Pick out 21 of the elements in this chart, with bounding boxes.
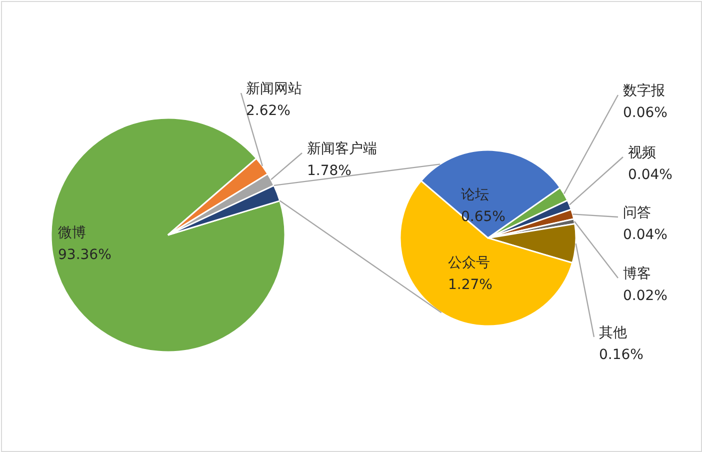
slice-label: 问答 bbox=[623, 205, 651, 221]
data-label: 0.65% bbox=[461, 209, 506, 225]
data-label: 0.04% bbox=[628, 167, 672, 183]
data-label: 1.78% bbox=[307, 163, 352, 179]
data-label: 2.62% bbox=[246, 103, 290, 119]
slice-label: 论坛 bbox=[461, 187, 489, 203]
data-label: 1.27% bbox=[448, 277, 492, 293]
slice-label: 新闻网站 bbox=[246, 81, 302, 97]
slice-label: 新闻客户端 bbox=[307, 141, 377, 157]
data-label: 0.02% bbox=[623, 288, 668, 304]
slice-label: 视频 bbox=[628, 145, 656, 161]
data-label: 93.36% bbox=[58, 247, 112, 263]
slice-label: 其他 bbox=[599, 325, 627, 341]
pie-slice bbox=[50, 117, 286, 353]
slice-label: 博客 bbox=[623, 266, 651, 282]
slice-label: 微博 bbox=[58, 225, 86, 241]
data-label: 0.06% bbox=[623, 105, 668, 121]
data-label: 0.04% bbox=[623, 227, 668, 243]
slice-label: 数字报 bbox=[623, 83, 665, 99]
data-label: 0.16% bbox=[599, 347, 644, 363]
slice-label: 公众号 bbox=[448, 255, 490, 271]
